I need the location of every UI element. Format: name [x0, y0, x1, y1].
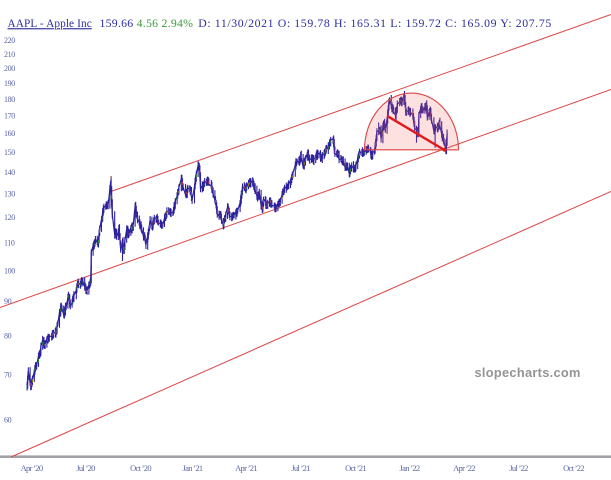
svg-text:Jan ’22: Jan ’22	[400, 463, 420, 473]
svg-text:100: 100	[4, 266, 15, 275]
svg-text:200: 200	[4, 64, 15, 73]
svg-text:Jul ’21: Jul ’21	[291, 463, 310, 473]
svg-text:Apr ’20: Apr ’20	[21, 463, 43, 473]
svg-text:slopecharts.com: slopecharts.com	[475, 365, 581, 380]
svg-text:Jul ’22: Jul ’22	[509, 463, 528, 473]
svg-text:AAPL - Apple Inc: AAPL - Apple Inc	[8, 18, 92, 30]
svg-text:170: 170	[4, 112, 15, 121]
svg-text:140: 140	[4, 168, 15, 177]
svg-text:110: 110	[4, 239, 15, 248]
svg-text:60: 60	[4, 415, 12, 424]
svg-text:150: 150	[4, 148, 15, 157]
svg-text:D: 11/30/2021 O: 159.78 H: 165: D: 11/30/2021 O: 159.78 H: 165.31 L: 159…	[198, 16, 552, 30]
svg-text:Oct ’21: Oct ’21	[345, 463, 366, 473]
svg-text:180: 180	[4, 95, 15, 104]
svg-text:159.66 4.56 2.94%: 159.66 4.56 2.94%	[100, 16, 194, 30]
svg-text:Apr ’22: Apr ’22	[453, 463, 475, 473]
svg-text:130: 130	[4, 190, 15, 199]
svg-text:Jan ’21: Jan ’21	[183, 463, 203, 473]
svg-text:Oct ’20: Oct ’20	[130, 463, 151, 473]
svg-text:Oct ’22: Oct ’22	[563, 463, 584, 473]
svg-text:120: 120	[4, 213, 15, 222]
svg-text:Apr ’21: Apr ’21	[235, 463, 257, 473]
svg-text:160: 160	[4, 129, 15, 138]
svg-text:190: 190	[4, 79, 15, 88]
svg-text:210: 210	[4, 50, 15, 59]
svg-text:80: 80	[4, 331, 12, 340]
svg-text:220: 220	[4, 36, 15, 45]
svg-text:90: 90	[4, 297, 12, 306]
svg-text:70: 70	[4, 370, 12, 379]
svg-text:Jul ’20: Jul ’20	[76, 463, 95, 473]
